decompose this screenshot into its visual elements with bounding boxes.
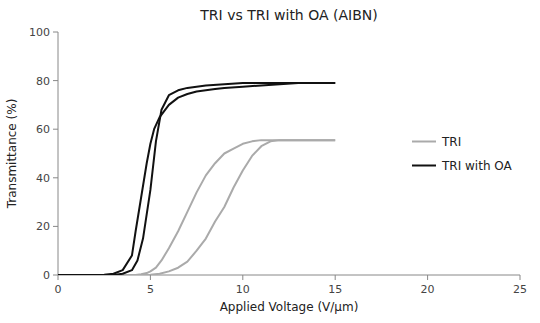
line	[58, 140, 335, 275]
x-axis-label: Applied Voltage (V/μm)	[220, 300, 359, 314]
x-tick-label: 20	[421, 283, 435, 296]
chart: TRI vs TRI with OA (AIBN) 0 5 10 15 20 25 0 20 40…	[0, 0, 540, 323]
y-tick-label: 60	[36, 123, 50, 136]
y-axis-label: Transmittance (%)	[5, 99, 19, 210]
line	[58, 140, 335, 275]
x-tick-label: 15	[328, 283, 342, 296]
legend: TRI TRI with OA	[412, 135, 513, 173]
line	[58, 83, 335, 275]
plot-area	[58, 83, 335, 275]
x-tick	[242, 275, 243, 280]
y-tick	[53, 275, 58, 276]
y-tick-label: 80	[36, 75, 50, 88]
legend-label: TRI with OA	[441, 159, 513, 173]
line	[58, 83, 335, 275]
y-tick-label: 100	[29, 26, 50, 39]
x-tick	[520, 275, 521, 280]
y-tick	[53, 32, 58, 33]
x-tick-label: 25	[513, 283, 527, 296]
x-tick-label: 10	[236, 283, 250, 296]
x-tick	[427, 275, 428, 280]
y-tick-label: 20	[36, 220, 50, 233]
legend-swatch	[412, 165, 436, 167]
title: TRI vs TRI with OA (AIBN)	[199, 7, 377, 23]
x-tick-label: 5	[147, 283, 154, 296]
x-tick	[58, 275, 59, 280]
legend-label: TRI	[441, 135, 461, 149]
y-tick-label: 40	[36, 172, 50, 185]
y-tick	[53, 129, 58, 130]
y-tick	[53, 226, 58, 227]
x-tick-label: 0	[55, 283, 62, 296]
y-tick-label: 0	[43, 269, 50, 282]
y-tick	[53, 80, 58, 81]
x-tick	[150, 275, 151, 280]
y-tick	[53, 177, 58, 178]
legend-swatch	[412, 141, 436, 143]
x-tick	[335, 275, 336, 280]
y-axis	[58, 32, 59, 275]
